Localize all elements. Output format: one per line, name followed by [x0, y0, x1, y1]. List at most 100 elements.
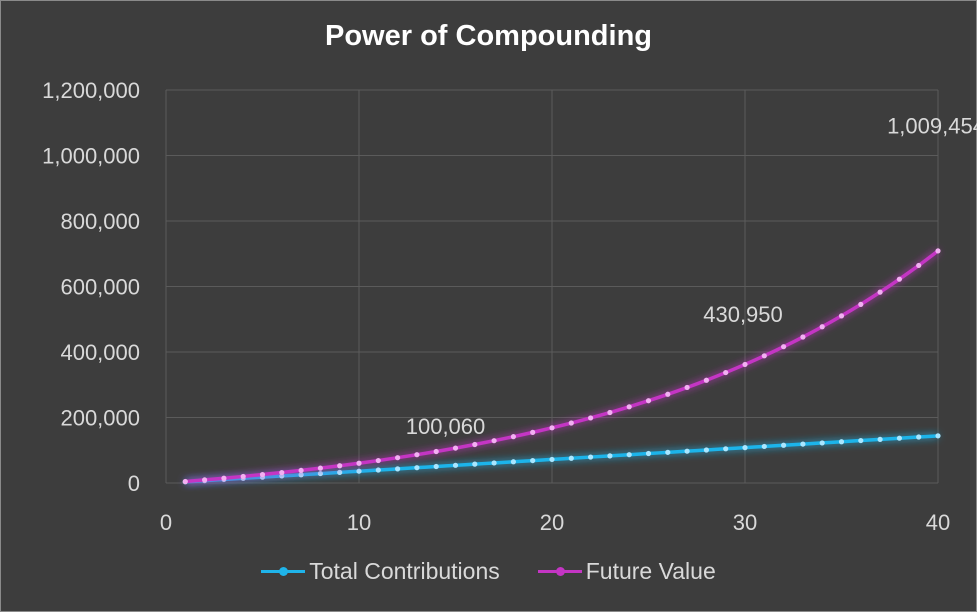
data-point-total-contributions: [645, 450, 652, 457]
data-point-future-value: [259, 471, 266, 478]
data-point-future-value: [626, 404, 632, 410]
data-point-future-value: [395, 455, 401, 461]
data-point-future-value: [742, 361, 748, 368]
y-tick-label: 0: [128, 471, 140, 496]
data-point-future-value: [858, 301, 864, 307]
data-point-total-contributions: [761, 443, 767, 450]
data-point-total-contributions: [588, 454, 594, 460]
data-point-future-value: [240, 473, 246, 480]
x-tick-label: 40: [926, 510, 950, 535]
data-point-total-contributions: [452, 462, 459, 468]
data-point-future-value: [433, 448, 439, 455]
data-point-future-value: [414, 452, 420, 458]
x-tick-label: 20: [540, 510, 564, 535]
data-point-future-value: [877, 289, 883, 295]
data-point-total-contributions: [838, 439, 845, 445]
data-point-total-contributions: [530, 457, 536, 464]
y-tick-label: 400,000: [60, 340, 140, 365]
data-point-future-value: [221, 475, 227, 481]
data-point-future-value: [317, 465, 323, 471]
data-point-total-contributions: [703, 447, 710, 453]
data-point-total-contributions: [781, 442, 787, 448]
data-point-future-value: [298, 467, 304, 474]
data-point-future-value: [761, 353, 767, 359]
data-point-future-value: [568, 420, 574, 426]
data-point-total-contributions: [800, 441, 806, 447]
data-point-total-contributions: [935, 433, 941, 439]
data-label: 100,060: [406, 414, 486, 439]
data-point-future-value: [491, 438, 497, 444]
data-point-total-contributions: [298, 472, 304, 478]
data-point-total-contributions: [549, 456, 555, 463]
data-point-total-contributions: [491, 460, 497, 466]
data-point-total-contributions: [626, 452, 632, 458]
data-point-total-contributions: [317, 470, 323, 477]
data-point-total-contributions: [395, 466, 401, 472]
data-point-total-contributions: [877, 436, 883, 442]
y-tick-label: 200,000: [60, 406, 140, 431]
data-point-total-contributions: [414, 465, 420, 471]
data-point-total-contributions: [916, 434, 922, 440]
data-point-future-value: [819, 324, 825, 330]
data-point-future-value: [665, 391, 671, 397]
data-label: 430,950: [703, 302, 783, 327]
data-point-future-value: [723, 369, 729, 376]
data-point-future-value: [182, 478, 188, 485]
data-point-future-value: [588, 415, 594, 421]
data-point-future-value: [838, 313, 845, 319]
x-tick-label: 30: [733, 510, 757, 535]
y-tick-label: 1,200,000: [42, 78, 140, 103]
legend-label-future-value: Future Value: [585, 558, 716, 584]
series-line-future-value: [185, 249, 940, 484]
data-point-future-value: [279, 469, 285, 476]
data-point-future-value: [896, 276, 903, 282]
y-tick-label: 600,000: [60, 275, 140, 300]
data-point-future-value: [375, 457, 381, 464]
series-line-total-contributions: [185, 434, 939, 484]
data-point-future-value: [607, 409, 613, 416]
x-tick-label: 0: [160, 510, 172, 535]
x-tick-label: 10: [347, 510, 371, 535]
data-point-total-contributions: [337, 469, 343, 475]
data-point-future-value: [472, 441, 478, 448]
data-point-future-value: [935, 248, 941, 254]
data-point-future-value: [530, 429, 536, 435]
data-point-future-value: [916, 262, 922, 269]
legend-item-future-value: Future Value: [537, 558, 716, 585]
data-point-total-contributions: [665, 449, 671, 455]
data-label: 1,009,454: [887, 113, 977, 138]
data-point-total-contributions: [896, 435, 903, 441]
data-point-future-value: [781, 344, 787, 350]
y-tick-label: 1,000,000: [42, 144, 140, 169]
legend-item-total-contributions: Total Contributions: [261, 558, 500, 585]
data-point-total-contributions: [375, 467, 381, 473]
data-point-total-contributions: [858, 437, 864, 444]
data-point-total-contributions: [723, 446, 729, 452]
data-point-total-contributions: [684, 448, 690, 454]
data-point-total-contributions: [568, 455, 574, 461]
chart-title: Power of Compounding: [324, 20, 652, 52]
data-point-total-contributions: [510, 459, 516, 465]
legend-swatch-future-value: [537, 567, 582, 576]
legend: Total Contributions Future Value: [0, 558, 977, 585]
data-point-future-value: [549, 425, 555, 431]
data-point-future-value: [452, 445, 459, 451]
data-point-future-value: [202, 477, 208, 483]
data-point-future-value: [645, 398, 652, 404]
y-tick-label: 800,000: [60, 209, 140, 234]
data-point-future-value: [800, 334, 806, 340]
data-point-total-contributions: [819, 440, 825, 446]
data-point-future-value: [703, 377, 710, 383]
data-point-future-value: [356, 460, 362, 466]
data-point-total-contributions: [433, 463, 439, 470]
data-point-future-value: [510, 434, 516, 440]
data-point-total-contributions: [356, 468, 362, 474]
legend-swatch-total-contributions: [261, 567, 306, 576]
data-point-future-value: [337, 463, 343, 469]
data-point-total-contributions: [607, 453, 613, 459]
data-point-future-value: [684, 384, 690, 391]
data-point-total-contributions: [742, 445, 748, 451]
legend-label-total-contributions: Total Contributions: [309, 558, 500, 584]
